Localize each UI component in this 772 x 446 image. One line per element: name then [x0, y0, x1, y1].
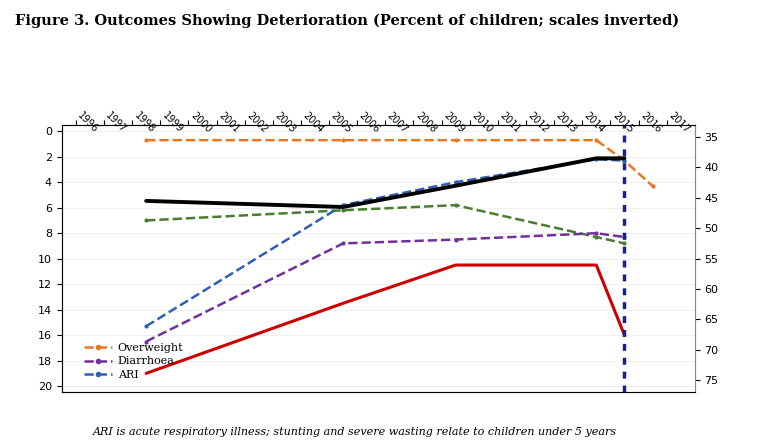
Text: ARI is acute respiratory illness; stunting and severe wasting relate to children: ARI is acute respiratory illness; stunti… — [93, 427, 617, 437]
Legend: Overweight, Diarrhoea, ARI: Overweight, Diarrhoea, ARI — [80, 339, 188, 384]
Text: Figure 3. Outcomes Showing Deterioration (Percent of children; scales inverted): Figure 3. Outcomes Showing Deterioration… — [15, 13, 679, 28]
